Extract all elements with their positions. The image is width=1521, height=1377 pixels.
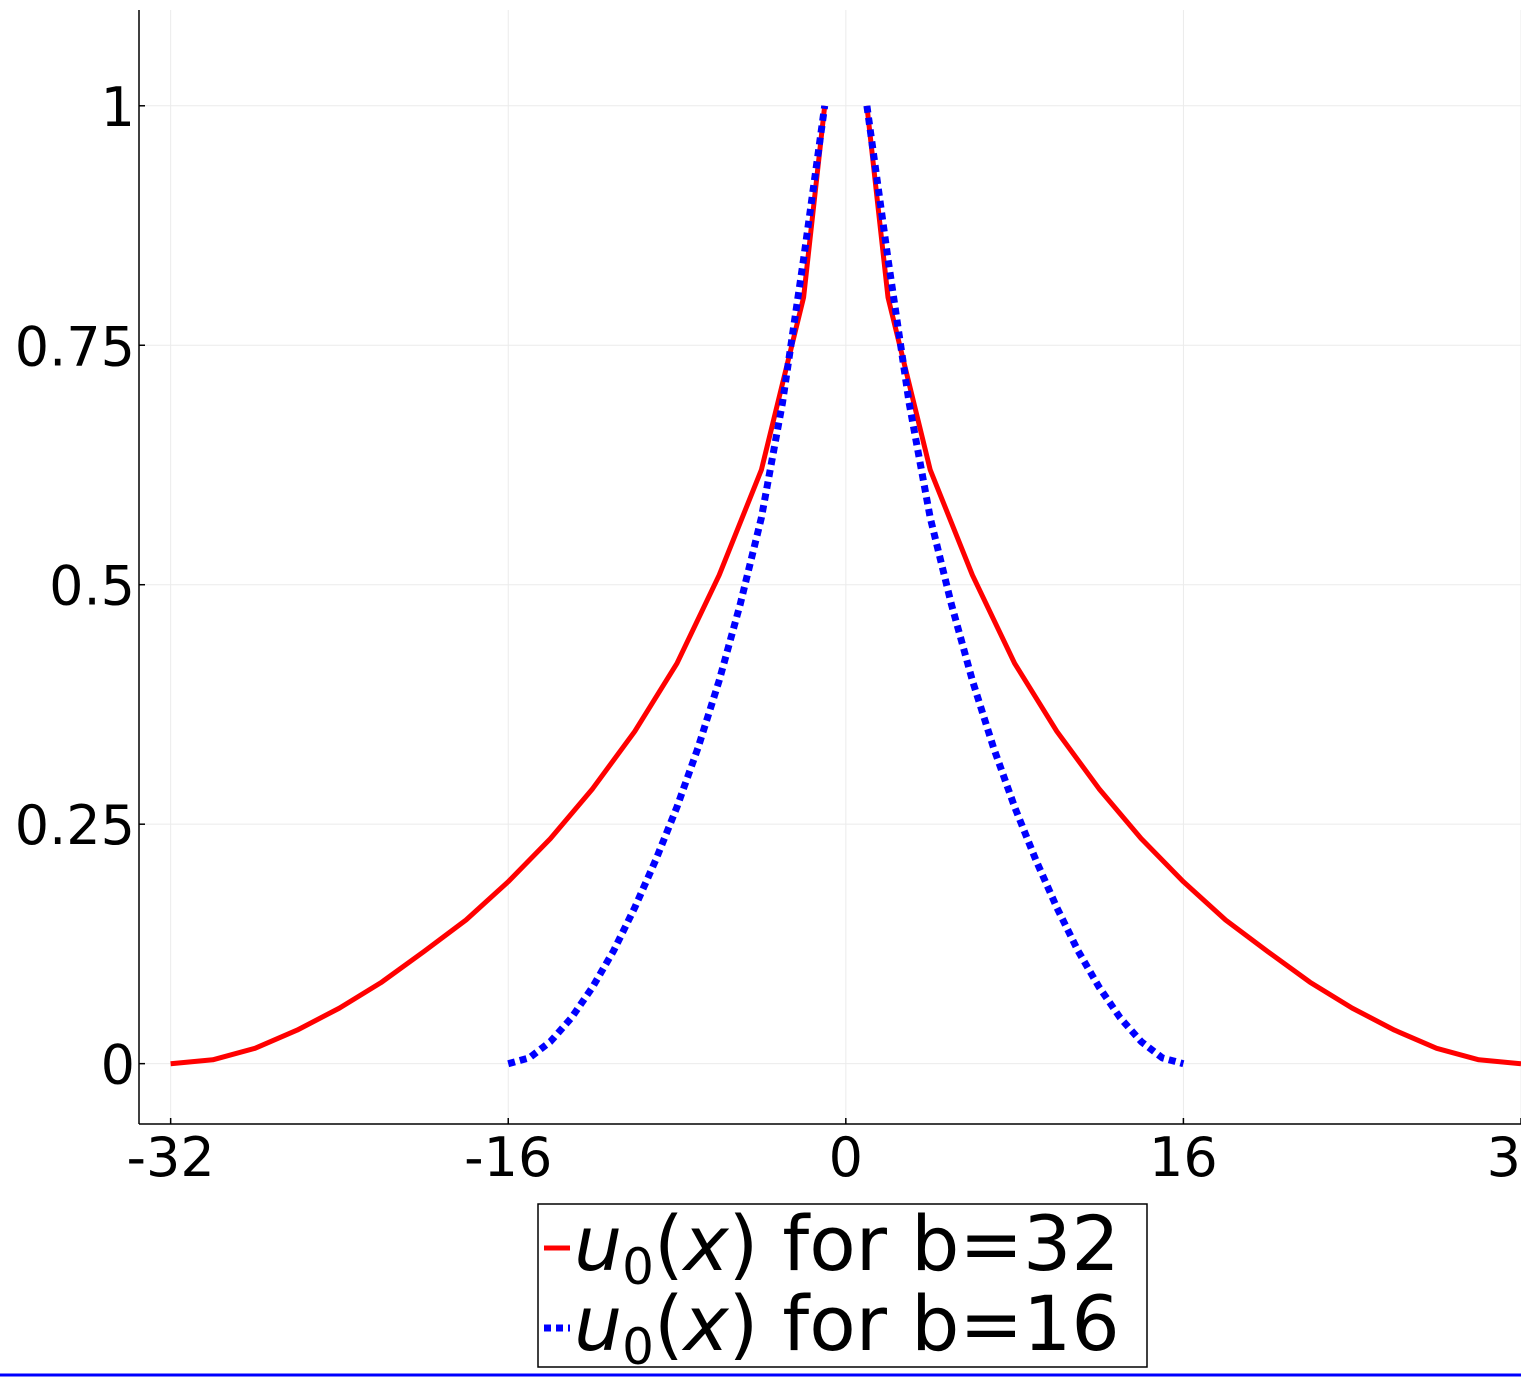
y-tick-label: 0.75	[15, 315, 135, 378]
legend-label: u0(x) for b=16	[574, 1279, 1120, 1376]
series-layer	[170, 105, 1521, 1068]
y-tick-label: 1	[101, 76, 135, 139]
series-line-b-16-right	[863, 105, 1185, 1068]
x-tick-label: 0	[829, 1126, 863, 1189]
grid	[139, 10, 1521, 1124]
series-line-b-32-right	[864, 105, 1521, 1067]
y-tick-label: 0.5	[49, 555, 135, 618]
x-tick-label: 16	[1149, 1126, 1218, 1189]
x-tick-label: 32	[1487, 1126, 1521, 1189]
y-tick-label: 0	[101, 1034, 135, 1097]
legend-label: u0(x) for b=32	[574, 1199, 1120, 1296]
axes: -32 -16 0 16 32 0 0.25 0.5 0.75 1	[15, 10, 1521, 1189]
legend-box	[537, 1203, 1148, 1368]
x-tick-label: -16	[464, 1126, 552, 1189]
series-line-b-32-left	[170, 105, 828, 1067]
x-tick-label: -32	[127, 1126, 215, 1189]
y-tick-label: 0.25	[15, 794, 135, 857]
series-line-b-16-left	[507, 105, 829, 1068]
